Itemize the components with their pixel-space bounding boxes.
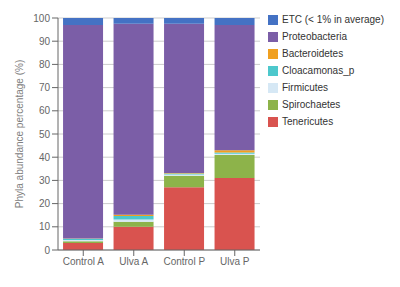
svg-text:Control P: Control P <box>163 256 205 267</box>
svg-text:70: 70 <box>39 82 51 93</box>
svg-text:90: 90 <box>39 36 51 47</box>
svg-text:50: 50 <box>39 129 51 140</box>
svg-text:80: 80 <box>39 59 51 70</box>
svg-text:10: 10 <box>39 221 51 232</box>
html-text:Tenericutes: Tenericutes <box>282 116 334 127</box>
html-text:Proteobacteria: Proteobacteria <box>282 31 347 42</box>
svg-text:Phyla abundance percentage (%): Phyla abundance percentage (%) <box>14 60 25 208</box>
svg-text:0: 0 <box>44 245 50 256</box>
svg-text:60: 60 <box>39 105 51 116</box>
svg-text:40: 40 <box>39 152 51 163</box>
html-text:Firmicutes: Firmicutes <box>282 82 329 93</box>
svg-text:20: 20 <box>39 198 51 209</box>
svg-text:Control A: Control A <box>63 256 104 267</box>
svg-text:100: 100 <box>33 13 50 24</box>
html-text:ETC (< 1% in average): ETC (< 1% in average) <box>282 14 384 25</box>
html-text:Bacteroidetes: Bacteroidetes <box>282 48 344 59</box>
html-text:Spirochaetes: Spirochaetes <box>282 99 341 110</box>
svg-text:30: 30 <box>39 175 51 186</box>
html-text:Cloacamonas_p: Cloacamonas_p <box>282 65 355 76</box>
svg-text:Ulva A: Ulva A <box>119 256 148 267</box>
svg-text:Ulva P: Ulva P <box>220 256 250 267</box>
